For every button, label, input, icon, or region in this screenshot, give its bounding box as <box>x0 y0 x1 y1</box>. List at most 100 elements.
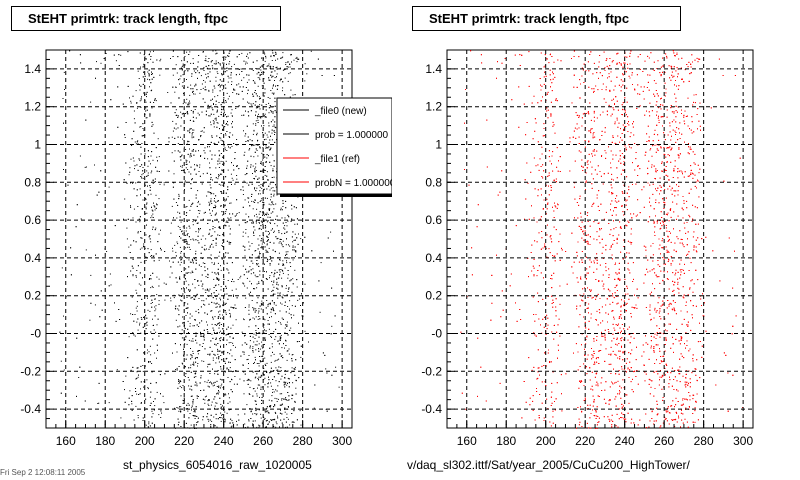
data-point <box>277 85 279 87</box>
data-point <box>259 104 261 106</box>
data-point <box>124 137 126 138</box>
data-point <box>248 379 250 381</box>
data-point <box>246 380 248 381</box>
data-point <box>232 102 234 104</box>
data-point <box>195 117 197 119</box>
data-point <box>262 355 264 357</box>
data-point <box>208 58 210 59</box>
data-point <box>189 313 191 315</box>
data-point <box>270 258 272 260</box>
data-point <box>178 366 180 367</box>
data-point <box>181 362 183 364</box>
data-point <box>260 247 262 249</box>
data-point <box>208 204 210 206</box>
data-point <box>140 85 142 87</box>
data-point <box>256 132 258 134</box>
data-point <box>263 214 265 216</box>
data-point <box>203 127 205 129</box>
data-point <box>150 331 152 333</box>
data-point <box>286 294 288 296</box>
data-point <box>286 238 287 240</box>
data-point <box>197 216 199 218</box>
data-point <box>191 315 193 317</box>
data-point <box>300 305 301 306</box>
data-point <box>252 347 254 349</box>
data-point <box>274 404 276 406</box>
data-point <box>192 271 194 273</box>
data-point <box>214 396 216 398</box>
data-point <box>213 278 215 280</box>
data-point <box>215 418 217 420</box>
data-point <box>195 332 197 334</box>
data-point <box>254 338 256 339</box>
data-point <box>279 393 281 395</box>
data-point <box>274 51 276 53</box>
data-point <box>140 176 142 177</box>
data-point <box>272 125 274 127</box>
data-point <box>268 412 270 414</box>
data-point <box>170 58 171 59</box>
data-point <box>257 122 259 123</box>
data-point <box>260 170 262 172</box>
data-point <box>220 385 222 387</box>
data-point <box>211 203 213 204</box>
data-point <box>188 367 190 369</box>
data-point <box>184 256 186 258</box>
data-point <box>224 393 226 395</box>
data-point <box>186 404 188 406</box>
data-point <box>266 157 268 159</box>
data-point <box>193 363 195 365</box>
data-point <box>214 198 215 199</box>
data-point <box>143 129 145 131</box>
data-point <box>277 369 279 371</box>
data-point <box>211 154 213 156</box>
data-point <box>239 73 240 75</box>
data-point <box>326 372 328 374</box>
data-point <box>268 302 270 304</box>
data-point <box>178 421 180 423</box>
data-point <box>273 280 275 282</box>
data-point <box>268 208 270 210</box>
data-point <box>298 58 300 60</box>
data-point <box>254 390 256 392</box>
data-point <box>190 110 192 111</box>
data-point <box>222 156 224 158</box>
data-point <box>264 246 266 248</box>
data-point <box>199 164 201 166</box>
data-point <box>225 100 227 101</box>
data-point <box>196 205 198 207</box>
data-point <box>319 311 321 313</box>
data-point <box>259 251 260 253</box>
data-point <box>273 276 275 278</box>
data-point <box>253 144 255 146</box>
data-point <box>250 291 251 293</box>
data-point <box>180 259 182 261</box>
data-point <box>261 245 263 247</box>
data-point <box>176 369 178 371</box>
data-point <box>267 304 269 305</box>
data-point <box>261 333 263 335</box>
data-point <box>197 66 199 68</box>
data-point <box>202 51 204 52</box>
data-point <box>195 361 197 363</box>
data-point <box>196 383 198 385</box>
data-point <box>209 229 211 231</box>
data-point <box>260 308 262 310</box>
data-point <box>263 350 265 352</box>
data-point <box>238 83 240 85</box>
data-point <box>282 272 284 274</box>
data-point <box>199 322 201 324</box>
data-point <box>269 189 271 191</box>
data-point <box>203 336 204 337</box>
data-point <box>159 74 161 76</box>
data-point <box>292 394 294 396</box>
data-point <box>191 395 193 397</box>
data-point <box>178 309 180 311</box>
data-point <box>248 149 250 151</box>
data-point <box>276 278 278 280</box>
data-point <box>182 293 184 295</box>
data-point <box>236 166 238 167</box>
data-point <box>207 418 209 420</box>
data-point <box>247 89 249 91</box>
data-point <box>195 357 197 358</box>
